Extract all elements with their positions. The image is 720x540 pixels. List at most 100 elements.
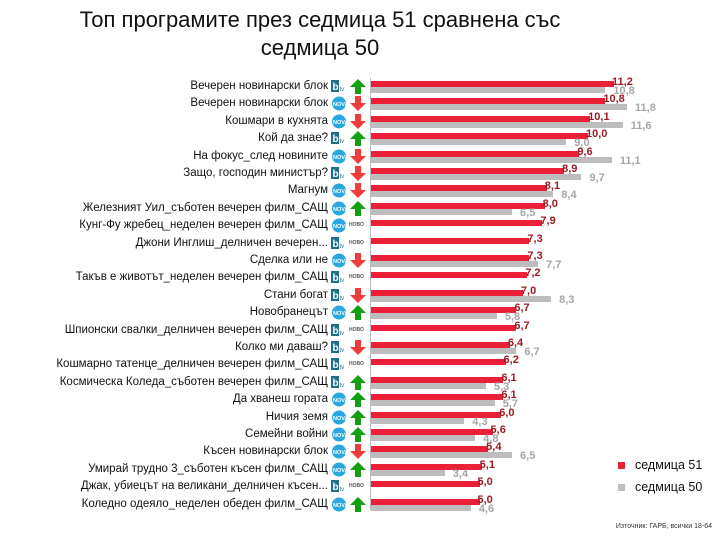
- data-label-week50: 6,5: [520, 206, 536, 219]
- data-label-week51: 8,0: [542, 197, 558, 210]
- bar-row: Кошмари в кухнята NOVA 10,1 11,6: [0, 111, 720, 132]
- arrow-down-icon: [350, 183, 366, 199]
- nova-logo-icon: NOVA: [331, 253, 349, 268]
- bar-week50: [371, 174, 582, 180]
- svg-text:b: b: [333, 169, 339, 180]
- arrow-up-icon: [350, 427, 366, 442]
- y-axis-line: [370, 78, 371, 510]
- data-label-week51: 7,0: [520, 284, 537, 297]
- category-label: Стани богат: [263, 288, 328, 301]
- svg-text:NOVA: NOVA: [333, 189, 347, 195]
- data-label-week50: 8,4: [561, 189, 577, 202]
- svg-text:NOVA: NOVA: [333, 503, 347, 509]
- chart-title: Топ програмите през седмица 51 сравнена …: [79, 7, 561, 60]
- bar-row: Вечерен новинарски блок b tv 11,2 10,8: [0, 76, 720, 97]
- btv-logo-icon: b tv: [331, 375, 347, 390]
- data-label-week51: 6,1: [501, 371, 517, 384]
- svg-text:b: b: [333, 378, 339, 389]
- bar-week51: [371, 150, 580, 157]
- category-label: Защо, господин министър?: [183, 167, 328, 179]
- bar-week51: [371, 324, 517, 331]
- svg-text:b: b: [333, 326, 339, 337]
- btv-logo-icon: b tv: [331, 323, 347, 338]
- svg-text:b: b: [333, 134, 339, 145]
- data-label-week50: 5,8: [504, 311, 521, 324]
- new-badge: НОВО: [349, 326, 364, 333]
- data-label-week51: 6,2: [503, 354, 519, 367]
- svg-text:tv: tv: [340, 296, 345, 302]
- arrow-down-icon: [350, 287, 366, 303]
- data-label-week50: 7,7: [546, 259, 562, 271]
- bar-row: Джак, убиецът на великани_делничен късен…: [0, 476, 720, 495]
- svg-text:NOVA: NOVA: [333, 155, 347, 161]
- svg-text:NOVA: NOVA: [333, 207, 347, 213]
- category-label: Кошмари в кухнята: [225, 114, 328, 127]
- svg-text:NOVA: NOVA: [333, 398, 347, 404]
- bar-week51: [371, 463, 482, 470]
- btv-logo-icon: b tv: [331, 479, 347, 494]
- category-label: Железният Уил_съботен вечерен филм_САЩ: [82, 201, 328, 214]
- data-label-week51: 6,1: [501, 389, 517, 402]
- bar-week51: [371, 98, 606, 105]
- arrow-up-icon: [350, 392, 366, 408]
- bar-week50: [371, 261, 539, 267]
- legend-swatch: [618, 484, 625, 492]
- svg-text:tv: tv: [340, 331, 345, 337]
- arrow-down-icon: [350, 253, 366, 268]
- bar-row: Новобранецът NOVA 6,7 5,8: [0, 302, 720, 324]
- category-label: Умирай трудно 3_съботен късен филм_САЩ: [88, 462, 328, 475]
- nova-logo-icon: NOVA: [331, 183, 349, 198]
- bar-row: Защо, господин министър? b tv 8,9 9,7: [0, 163, 720, 184]
- bar-week51: [371, 133, 588, 140]
- bar-row: На фокус_след новините NOVA 9,6 11,1: [0, 146, 720, 167]
- nova-logo-icon: NOVA: [331, 497, 349, 512]
- data-label-week50: 10,8: [613, 85, 635, 97]
- svg-text:tv: tv: [340, 87, 345, 93]
- data-label-week50: 3,4: [452, 467, 469, 480]
- bar-week50: [371, 121, 623, 128]
- bar-week50: [371, 417, 465, 424]
- bar-week51: [371, 411, 502, 418]
- legend-label: седмица 50: [635, 480, 703, 494]
- bar-row: Кой да знае? b tv 10,0 9,0: [0, 128, 720, 149]
- bar-week51: [371, 359, 506, 366]
- data-label-week50: 11,1: [619, 154, 641, 167]
- svg-text:b: b: [333, 482, 339, 493]
- svg-text:tv: tv: [340, 174, 345, 180]
- data-label-week51: 7,3: [527, 250, 543, 262]
- data-label-week51: 5,0: [477, 476, 493, 489]
- bar-row: Умирай трудно 3_съботен късен филм_САЩ NO…: [0, 459, 720, 480]
- svg-text:NOVA: NOVA: [333, 416, 347, 422]
- arrow-up-icon: [350, 461, 366, 477]
- bar-week51: [371, 307, 517, 314]
- category-label: Новобранецът: [249, 306, 328, 319]
- data-label-week51: 7,3: [527, 232, 543, 245]
- bar-week51: [371, 237, 530, 244]
- nova-logo-icon: NOVA: [331, 410, 349, 425]
- svg-text:b: b: [333, 343, 339, 354]
- bar-week51: [371, 272, 528, 279]
- bar-week50: [371, 295, 552, 302]
- svg-text:NOVA: NOVA: [333, 102, 347, 108]
- bar-row: Ничия земя NOVA 6,0 4,3: [0, 406, 720, 428]
- category-label: Кошмарно татенце_делничен вечерен филм_С…: [56, 358, 328, 371]
- nova-logo-icon: NOVA: [331, 462, 349, 477]
- bar-week50: [371, 469, 445, 476]
- category-label: Вечерен новинарски блок: [190, 97, 328, 110]
- data-label-week50: 11,8: [635, 102, 656, 115]
- data-label-week50: 11,6: [630, 119, 652, 132]
- svg-text:NOVA: NOVA: [333, 433, 347, 439]
- bar-week51: [371, 115, 591, 122]
- arrow-up-icon: [350, 79, 366, 94]
- bar-week51: [371, 81, 615, 87]
- legend-item-week51: седмица 51: [618, 458, 702, 480]
- data-label-week51: 6,7: [514, 319, 530, 332]
- data-label-week50: 4,8: [483, 433, 499, 445]
- bar-week50: [371, 139, 567, 146]
- category-label: Коледно одеяло_неделен обеден филм_САЩ: [81, 497, 328, 510]
- category-label: Кунг-Фу жребец_неделен вечерен филм_САЩ: [79, 219, 328, 232]
- bar-week50: [371, 313, 497, 320]
- category-label: Шпионски свалки_делничен вечерен филм_СА…: [64, 323, 328, 336]
- new-badge: НОВО: [349, 361, 364, 368]
- data-label-week51: 6,0: [499, 406, 515, 419]
